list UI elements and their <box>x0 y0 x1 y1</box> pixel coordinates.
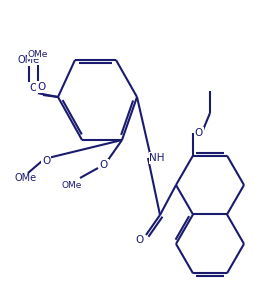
Text: O: O <box>136 235 144 245</box>
Text: O: O <box>37 82 45 92</box>
Text: O: O <box>100 160 108 170</box>
Text: O: O <box>29 83 37 93</box>
Text: OMe: OMe <box>15 173 37 183</box>
Text: OMe: OMe <box>62 181 82 191</box>
Text: OMe: OMe <box>28 49 48 59</box>
Text: OMe: OMe <box>18 55 40 65</box>
Text: NH: NH <box>150 153 166 163</box>
Text: O: O <box>195 128 203 138</box>
Text: NH: NH <box>149 153 165 163</box>
Text: O: O <box>42 156 50 166</box>
